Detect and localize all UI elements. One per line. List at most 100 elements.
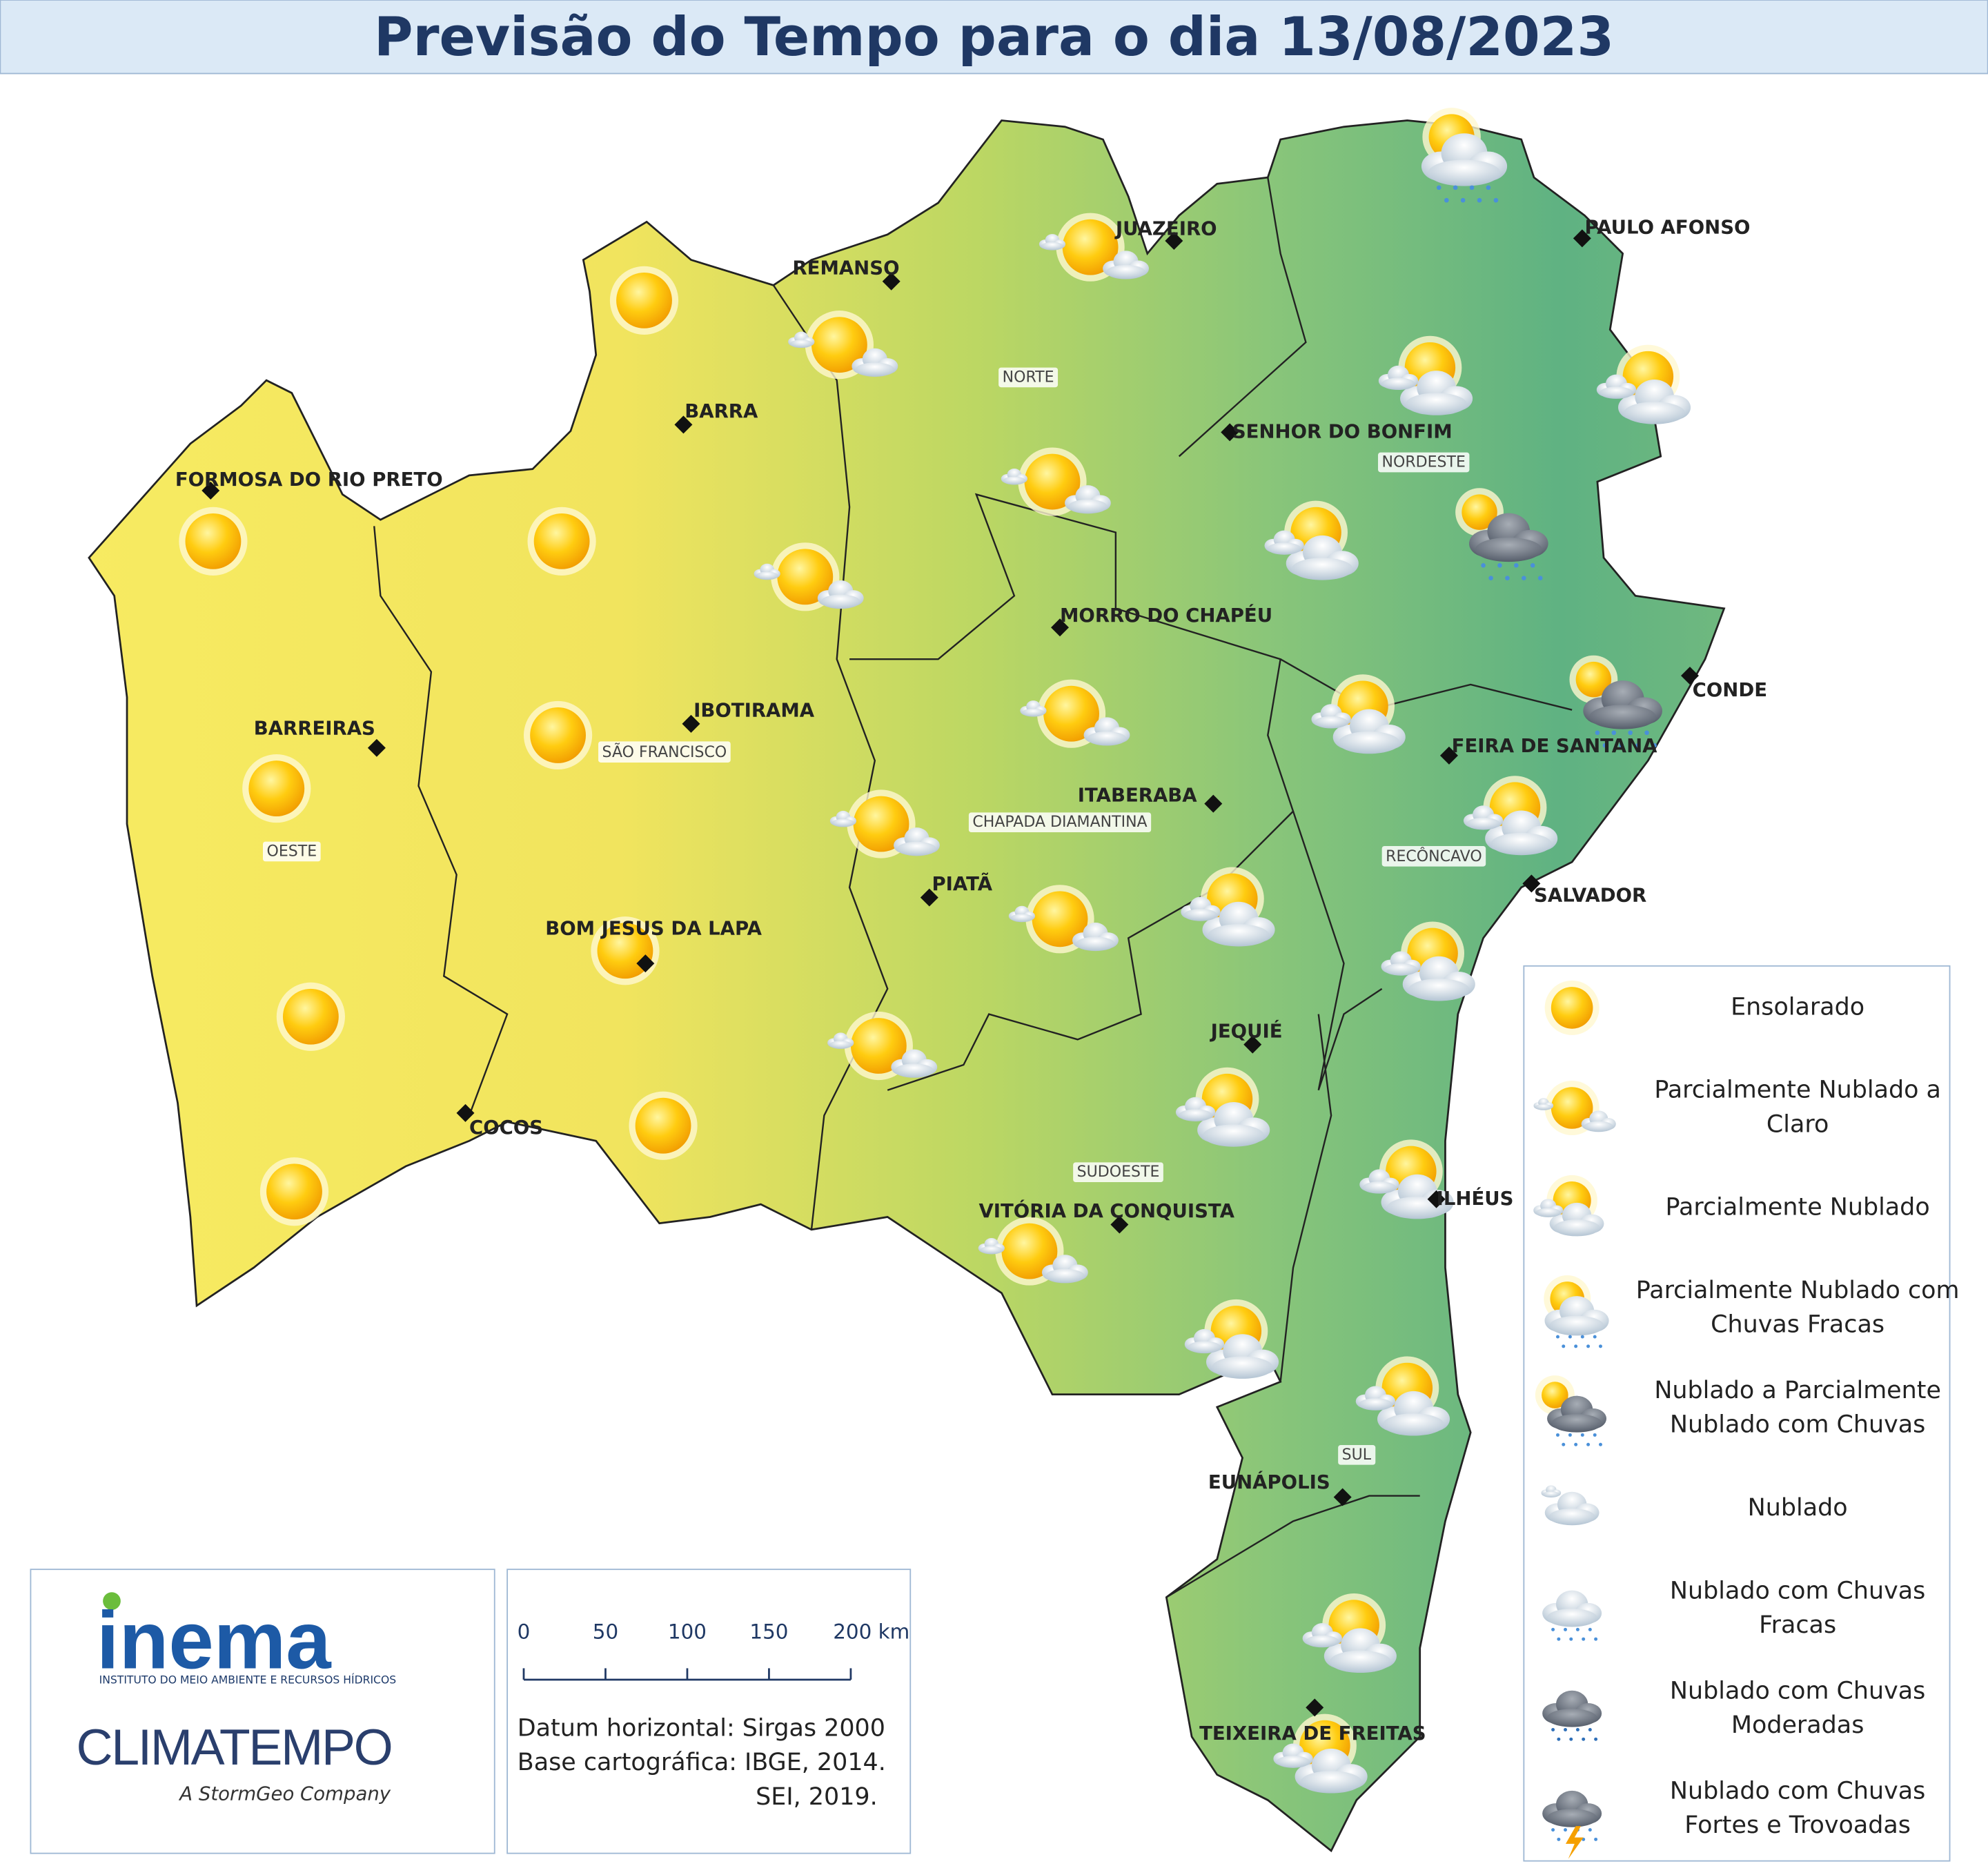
sun (1032, 891, 1088, 947)
sun (266, 1163, 322, 1220)
city-label: TEIXEIRA DE FREITAS (1199, 1722, 1426, 1745)
cloud (1546, 1709, 1597, 1727)
legend-label: Parcialmente Nublado com (1636, 1277, 1960, 1304)
cloud (1466, 817, 1500, 830)
city-marker (1427, 1190, 1446, 1208)
rain-drop (1460, 197, 1466, 203)
cloud (894, 1063, 934, 1078)
title: Previsão do Tempo para o dia 13/08/2023 (374, 6, 1614, 68)
city-marker (367, 738, 386, 757)
city-label: ILHÉUS (1437, 1186, 1514, 1210)
datum-line: Datum horizontal: Sirgas 2000 (518, 1715, 885, 1742)
rain-drop (1569, 1637, 1573, 1641)
rain-drop (1537, 576, 1543, 580)
cloud (820, 594, 860, 609)
legend-label: Nublado com Chuvas (1670, 1577, 1925, 1604)
rain-drop (1593, 1433, 1597, 1437)
rain-drop (1635, 743, 1640, 748)
rain-drop (1556, 1433, 1559, 1437)
region-label: OESTE (267, 843, 317, 860)
cloud (1408, 979, 1470, 1001)
rain-drop (1564, 1627, 1567, 1631)
city-label: CONDE (1693, 679, 1767, 701)
scale-label: 50 (593, 1620, 618, 1644)
region-label-bg (1073, 1162, 1163, 1183)
cloud (831, 818, 855, 827)
rain-drop (1611, 730, 1617, 736)
city-marker (1204, 794, 1223, 813)
rain-drop (1530, 562, 1535, 568)
city-label: BARRA (685, 400, 758, 422)
legend-label: Ensolarado (1731, 993, 1864, 1021)
city-marker (674, 415, 693, 434)
city-label: PAULO AFONSO (1585, 217, 1751, 239)
city-label: IBOTIRAMA (693, 700, 815, 722)
rain-drop (1594, 1837, 1598, 1841)
cloud (1010, 914, 1034, 923)
rain-drop (1564, 1828, 1567, 1832)
lightning (1565, 1826, 1584, 1859)
city-marker (882, 272, 900, 291)
cloud (1384, 963, 1418, 976)
rain-drop (1594, 1737, 1598, 1741)
legend-label: Nublado (1748, 1494, 1848, 1522)
rain-drop (1488, 576, 1493, 580)
region-label: NORTE (1003, 369, 1054, 386)
rain-drop (1595, 730, 1600, 736)
legend-label: Claro (1766, 1110, 1829, 1138)
scale-label: 150 (749, 1620, 788, 1644)
sun (1575, 661, 1612, 698)
sun (1062, 219, 1119, 275)
sun (533, 513, 590, 569)
rain-drop (1599, 1344, 1602, 1348)
region-label-bg (263, 841, 321, 862)
rain-drop (1551, 1828, 1555, 1832)
sun (850, 1018, 907, 1074)
cloud (1546, 1609, 1597, 1627)
city-label: JUAZEIRO (1114, 217, 1217, 239)
cloud (1553, 1219, 1600, 1237)
rain-drop (1444, 197, 1449, 203)
cloud (1338, 731, 1400, 754)
city-label: SALVADOR (1534, 885, 1646, 907)
cloud (1428, 159, 1501, 186)
cloud (1188, 1341, 1221, 1354)
cloud (1087, 731, 1127, 746)
region-label-bg (968, 812, 1152, 833)
cloud (1548, 1508, 1595, 1526)
region-label-bg (998, 367, 1059, 388)
cloud (1306, 1635, 1339, 1648)
rain-drop (1593, 1335, 1597, 1339)
rain-drop (1628, 730, 1633, 736)
cloud (897, 841, 936, 856)
cloud (1329, 1650, 1391, 1673)
cloud (1022, 708, 1045, 717)
city-marker (1110, 1215, 1129, 1234)
legend-label: Parcialmente Nublado a (1654, 1077, 1941, 1104)
sun (777, 549, 834, 605)
rain-drop (1582, 1737, 1586, 1741)
legend-label: Moderadas (1731, 1711, 1864, 1739)
cloud (1203, 1124, 1265, 1147)
city-marker (1306, 1698, 1324, 1717)
city-marker (1243, 1035, 1262, 1054)
region-label: RECÔNCAVO (1386, 847, 1482, 865)
cloud (1276, 1756, 1310, 1768)
rain-drop (1586, 1442, 1591, 1446)
region-label: NORDESTE (1382, 453, 1466, 471)
rain-drop (1582, 1637, 1586, 1641)
legend-label: Nublado com Chuvas (1670, 1411, 1925, 1439)
city-label: FORMOSA DO RIO PRETO (175, 469, 443, 491)
region-label: SUL (1342, 1446, 1372, 1464)
rain-drop (1574, 1344, 1578, 1348)
rain-drop (1564, 1728, 1567, 1732)
sun (1542, 1382, 1568, 1408)
rain-drop (1514, 562, 1519, 568)
city-label: SENHOR DO BONFIM (1232, 420, 1453, 442)
cloud (1041, 242, 1064, 251)
legend-label: Fortes e Trovoadas (1684, 1811, 1911, 1839)
cloud (1406, 393, 1468, 415)
city-label: FEIRA DE SANTANA (1452, 735, 1658, 757)
rain-drop (1436, 185, 1441, 190)
city-label: COCOS (469, 1117, 543, 1139)
